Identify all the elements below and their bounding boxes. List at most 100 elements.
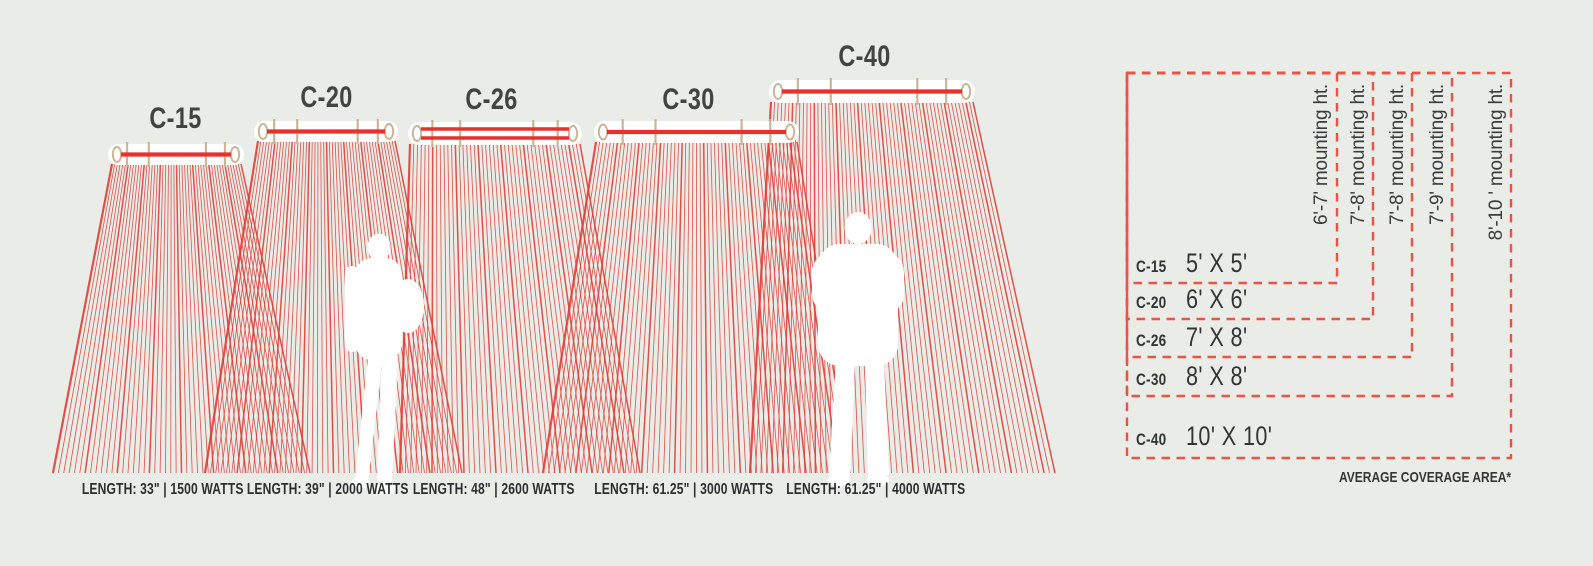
heat-ray xyxy=(721,141,736,474)
coverage-row-c40: C-40 10' X 10' xyxy=(1136,421,1273,451)
heat-ray xyxy=(548,141,600,474)
heat-ray xyxy=(439,143,444,474)
heat-ray xyxy=(925,101,985,474)
heat-ray xyxy=(247,140,282,474)
heat-ray xyxy=(220,140,267,474)
heat-ray-fan xyxy=(51,163,311,474)
heat-ray xyxy=(748,101,773,474)
heat-ray xyxy=(580,141,622,474)
heat-ray xyxy=(477,143,497,474)
heat-ray xyxy=(211,163,252,474)
heat-ray xyxy=(431,143,434,474)
heat-ray xyxy=(57,163,116,474)
heat-ray xyxy=(148,163,162,474)
heat-ray xyxy=(657,141,672,474)
heat-ray xyxy=(226,140,270,474)
heat-ray xyxy=(138,163,156,474)
heat-ray xyxy=(958,101,1034,474)
heat-ray xyxy=(918,101,974,474)
heat-ray xyxy=(436,143,438,474)
heat-ray xyxy=(443,143,449,474)
length-label-c30: LENGTH: 61.25" | 3000 WATTS xyxy=(594,481,774,498)
heat-ray xyxy=(613,141,644,474)
heat-ray xyxy=(470,143,486,474)
heat-ray xyxy=(787,101,797,474)
heat-ray xyxy=(940,101,1007,474)
heat-ray xyxy=(492,143,518,474)
heat-ray xyxy=(454,143,465,474)
heat-ray xyxy=(184,163,198,474)
heat-ray xyxy=(63,163,118,474)
heat-ray xyxy=(699,141,703,474)
heat-ray xyxy=(300,140,311,474)
heat-ray xyxy=(231,140,273,474)
heat-ray xyxy=(728,141,747,474)
heat-ray xyxy=(325,140,335,474)
heat-ray xyxy=(106,163,140,474)
heat-ray xyxy=(724,141,742,474)
heat-ray xyxy=(334,140,350,474)
heat-ray xyxy=(84,163,129,474)
heat-ray xyxy=(646,141,665,474)
person-silhouette-large xyxy=(812,212,904,487)
heat-ray xyxy=(702,141,709,474)
heat-ray xyxy=(793,101,801,474)
heat-ray xyxy=(451,143,460,474)
heat-ray xyxy=(229,163,289,474)
heat-ray xyxy=(673,141,683,474)
heat-ray xyxy=(541,141,598,474)
heat-ray xyxy=(191,163,215,474)
heat-ray xyxy=(972,101,1056,474)
heat-ray xyxy=(209,140,262,474)
heat-ray xyxy=(122,163,148,474)
heat-ray xyxy=(219,163,268,474)
heat-ray xyxy=(197,163,225,474)
heater-title-c20: C-20 xyxy=(300,81,354,114)
heat-ray xyxy=(921,101,980,474)
heater-fixture xyxy=(594,119,799,145)
heat-ray xyxy=(205,163,241,474)
heat-ray xyxy=(284,140,302,474)
heat-ray xyxy=(242,140,279,474)
heat-ray xyxy=(907,101,958,474)
heat-ray xyxy=(189,163,209,474)
heat-ray xyxy=(685,141,690,474)
heat-ray xyxy=(488,143,513,474)
heat-ray-fan xyxy=(541,141,851,474)
heat-ray xyxy=(714,141,725,474)
heat-ray xyxy=(79,163,126,474)
heat-ray xyxy=(485,143,508,474)
heat-ray-fan xyxy=(398,143,641,474)
heater-title-c30: C-30 xyxy=(662,83,716,116)
heat-ray xyxy=(507,143,540,474)
heat-ray xyxy=(426,143,430,474)
heat-ray xyxy=(208,163,247,474)
heat-ray xyxy=(496,143,524,474)
heat-ray xyxy=(706,141,714,474)
heat-ray xyxy=(553,141,604,474)
heat-ray xyxy=(886,101,925,474)
heat-ray xyxy=(51,163,114,474)
heat-ray xyxy=(663,141,676,474)
heat-ray xyxy=(904,101,952,474)
heat-ray xyxy=(896,101,942,474)
heater-fixture xyxy=(108,142,244,167)
heat-ray xyxy=(268,140,293,474)
heat-ray xyxy=(932,101,996,474)
heat-ray xyxy=(331,140,345,474)
heat-ray xyxy=(466,143,481,474)
average-coverage-note: AVERAGE COVERAGE AREA* xyxy=(1338,469,1511,486)
heat-ray xyxy=(458,143,470,474)
coverage-row-c26: C-26 7' X 8' xyxy=(1136,322,1248,352)
heat-ray xyxy=(608,141,640,474)
heat-ray xyxy=(258,140,287,474)
heat-ray xyxy=(252,140,285,474)
end-hook-icon xyxy=(567,125,579,142)
heat-ray xyxy=(731,141,752,474)
heat-ray xyxy=(511,143,545,474)
heat-ray xyxy=(311,140,316,474)
coverage-area-boxes xyxy=(1125,71,1513,460)
heat-ray xyxy=(295,140,307,474)
heat-ray xyxy=(323,140,329,474)
heat-ray xyxy=(679,141,687,474)
